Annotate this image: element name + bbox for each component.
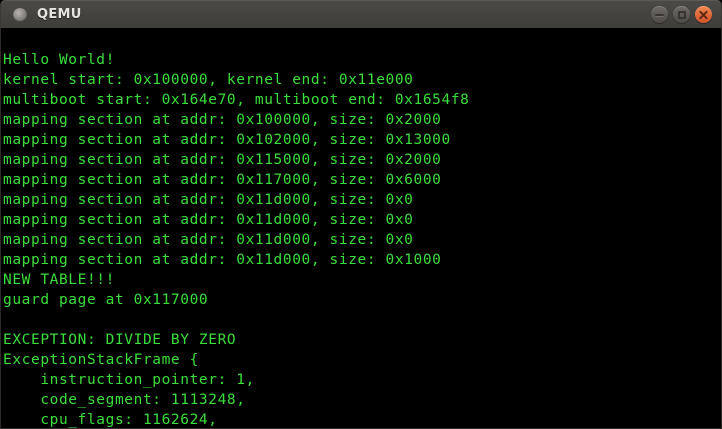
console-line: code_segment: 1113248, [3,392,246,408]
window-title: QEMU [37,7,82,22]
console-line: mapping section at addr: 0x100000, size:… [3,112,442,128]
qemu-app-icon [13,7,27,22]
console-line: Hello World! [3,52,115,68]
console-line: mapping section at addr: 0x11d000, size:… [3,212,414,228]
close-button[interactable] [695,6,712,23]
console-line: instruction_pointer: 1, [3,372,255,388]
console-line: mapping section at addr: 0x102000, size:… [3,132,451,148]
console-line: NEW TABLE!!! [3,272,115,288]
maximize-icon [677,10,686,19]
minimize-button[interactable] [651,6,668,23]
window-controls [651,6,712,23]
minimize-icon [655,14,664,16]
console-line: cpu_flags: 1162624, [3,412,218,428]
console-line: mapping section at addr: 0x11d000, size:… [3,232,414,248]
console-line: ExceptionStackFrame { [3,352,199,368]
console-line: mapping section at addr: 0x11d000, size:… [3,252,442,268]
console-line: mapping section at addr: 0x115000, size:… [3,152,442,168]
window-titlebar[interactable]: QEMU [0,0,722,28]
console-line: mapping section at addr: 0x117000, size:… [3,172,442,188]
console-output: Hello World! kernel start: 0x100000, kern… [1,28,721,428]
maximize-button[interactable] [673,6,690,23]
vm-display[interactable]: Hello World! kernel start: 0x100000, kern… [0,28,722,429]
console-line: guard page at 0x117000 [3,292,209,308]
console-line: multiboot start: 0x164e70, multiboot end… [3,92,470,108]
console-line: mapping section at addr: 0x11d000, size:… [3,192,414,208]
console-line [3,310,721,330]
console-line: EXCEPTION: DIVIDE BY ZERO [3,332,237,348]
console-line: kernel start: 0x100000, kernel end: 0x11… [3,72,414,88]
